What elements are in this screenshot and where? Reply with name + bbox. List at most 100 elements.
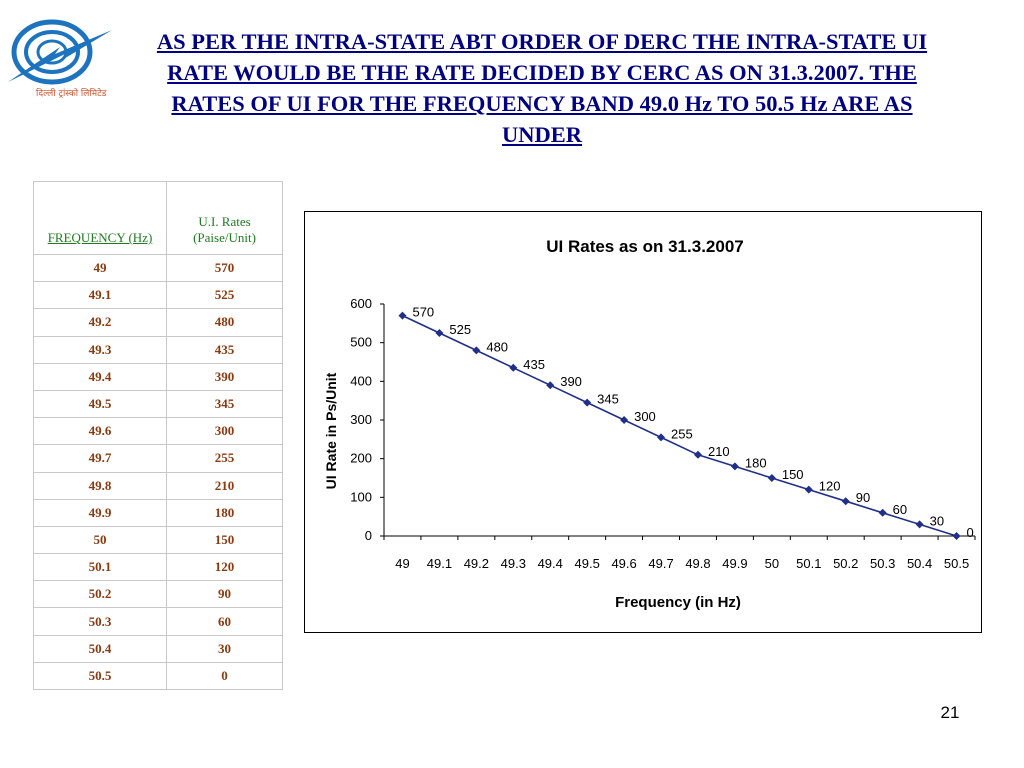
table-row: 49.1 525 xyxy=(33,281,283,310)
frequency-cell: 50.4 xyxy=(33,634,167,663)
data-label: 345 xyxy=(597,392,619,407)
y-tick-label: 300 xyxy=(350,412,372,427)
data-point-marker xyxy=(730,462,739,471)
ui-rate-cell: 0 xyxy=(166,661,283,691)
frequency-cell: 50.5 xyxy=(33,661,167,691)
data-label: 150 xyxy=(782,467,804,482)
ui-rate-cell: 435 xyxy=(166,335,283,364)
logo-emblem-icon: दिल्ली ट्रांस्को लिमिटेड xyxy=(8,19,112,99)
data-point-marker xyxy=(693,450,702,459)
x-tick-label: 50.4 xyxy=(907,556,932,571)
y-axis-label: UI Rate in Ps/Unit xyxy=(323,372,339,489)
frequency-cell: 50.1 xyxy=(33,553,167,582)
data-point-marker xyxy=(472,346,481,355)
frequency-cell: 49.6 xyxy=(33,417,167,446)
series-line xyxy=(402,314,957,537)
ui-rate-cell: 90 xyxy=(166,580,283,609)
page-number: 21 xyxy=(940,703,960,722)
table-row: 49.6 300 xyxy=(33,417,283,446)
delhi-transco-logo: दिल्ली ट्रांस्को लिमिटेड xyxy=(0,2,125,107)
x-tick-label: 50.5 xyxy=(944,556,969,571)
ui-rate-cell: 345 xyxy=(166,389,283,419)
ui-rate-cell: 390 xyxy=(166,362,283,391)
table-row: 49.8 210 xyxy=(33,471,283,500)
table-row: 50 150 xyxy=(33,525,283,555)
data-label: 255 xyxy=(671,426,693,441)
table-row: 50.5 0 xyxy=(33,661,283,691)
table-row: 50.2 90 xyxy=(33,580,283,609)
data-label: 60 xyxy=(893,502,907,517)
ui-rate-cell: 210 xyxy=(166,471,283,500)
y-tick-label: 400 xyxy=(350,373,372,388)
ui-rate-cell: 60 xyxy=(166,607,283,636)
data-label: 0 xyxy=(967,525,974,540)
data-label: 525 xyxy=(449,322,471,337)
data-point-marker xyxy=(841,497,850,506)
frequency-cell: 49.8 xyxy=(33,471,167,500)
x-tick-label: 50.2 xyxy=(833,556,858,571)
x-tick-label: 49.7 xyxy=(648,556,673,571)
frequency-cell: 49.7 xyxy=(33,444,167,473)
x-tick-label: 49.8 xyxy=(685,556,710,571)
table-header-row: FREQUENCY (Hz) U.I. Rates (Paise/Unit) xyxy=(33,181,283,255)
x-tick-label: 50 xyxy=(765,556,779,571)
data-point-marker xyxy=(767,474,776,482)
table-row: 49 570 xyxy=(33,253,283,283)
data-label: 300 xyxy=(634,409,656,424)
data-point-marker xyxy=(804,485,813,494)
data-point-marker xyxy=(878,508,887,517)
x-tick-label: 49.6 xyxy=(611,556,636,571)
frequency-cell: 50 xyxy=(33,525,167,555)
data-label: 180 xyxy=(745,455,767,470)
x-tick-label: 49.4 xyxy=(538,556,563,571)
x-tick-label: 49.3 xyxy=(501,556,526,571)
x-tick-label: 50.3 xyxy=(870,556,895,571)
frequency-cell: 49.1 xyxy=(33,281,167,310)
data-point-marker xyxy=(915,520,924,529)
table-row: 49.5 345 xyxy=(33,389,283,419)
table-row: 49.3 435 xyxy=(33,335,283,364)
data-label: 30 xyxy=(930,513,944,528)
ui-rate-cell: 570 xyxy=(166,253,283,283)
ui-rate-cell: 255 xyxy=(166,444,283,473)
frequency-cell: 50.2 xyxy=(33,580,167,609)
data-label: 570 xyxy=(412,305,434,320)
logo-caption: दिल्ली ट्रांस्को लिमिटेड xyxy=(36,87,107,99)
data-label: 480 xyxy=(486,339,508,354)
ui-rate-cell: 30 xyxy=(166,634,283,663)
data-point-marker xyxy=(620,416,629,424)
frequency-cell: 49.3 xyxy=(33,335,167,364)
data-label: 90 xyxy=(856,490,870,505)
x-tick-label: 49 xyxy=(395,556,409,571)
ui-rate-column-header: U.I. Rates (Paise/Unit) xyxy=(166,181,283,255)
chart-title: UI Rates as on 31.3.2007 xyxy=(546,237,744,256)
frequency-cell: 50.3 xyxy=(33,607,167,636)
x-tick-label: 50.1 xyxy=(796,556,821,571)
data-point-marker xyxy=(509,363,518,372)
y-tick-label: 0 xyxy=(365,528,372,543)
y-tick-label: 600 xyxy=(350,296,372,311)
y-tick-label: 200 xyxy=(350,451,372,466)
ui-rate-cell: 120 xyxy=(166,553,283,582)
table-row: 50.3 60 xyxy=(33,607,283,636)
table-row: 50.1 120 xyxy=(33,553,283,582)
data-label: 120 xyxy=(819,479,841,494)
chart-panel: UI Rates as on 31.3.2007 UI Rate in Ps/U… xyxy=(304,211,982,633)
table-row: 49.2 480 xyxy=(33,308,283,337)
ui-rate-cell: 525 xyxy=(166,281,283,310)
ui-rate-header-line1: U.I. Rates xyxy=(198,214,251,229)
data-point-marker xyxy=(952,532,961,540)
data-label: 390 xyxy=(560,374,582,389)
x-tick-label: 49.9 xyxy=(722,556,747,571)
ui-rate-cell: 300 xyxy=(166,417,283,446)
frequency-cell: 49.5 xyxy=(33,389,167,419)
data-point-marker xyxy=(398,311,407,320)
table-row: 50.4 30 xyxy=(33,634,283,663)
x-axis-label: Frequency (in Hz) xyxy=(615,594,741,611)
frequency-cell: 49.4 xyxy=(33,362,167,391)
ui-rates-line-chart: UI Rates as on 31.3.2007 UI Rate in Ps/U… xyxy=(323,237,976,611)
x-tick-label: 49.2 xyxy=(464,556,489,571)
x-tick-label: 49.1 xyxy=(427,556,452,571)
y-tick-label: 500 xyxy=(350,335,372,350)
